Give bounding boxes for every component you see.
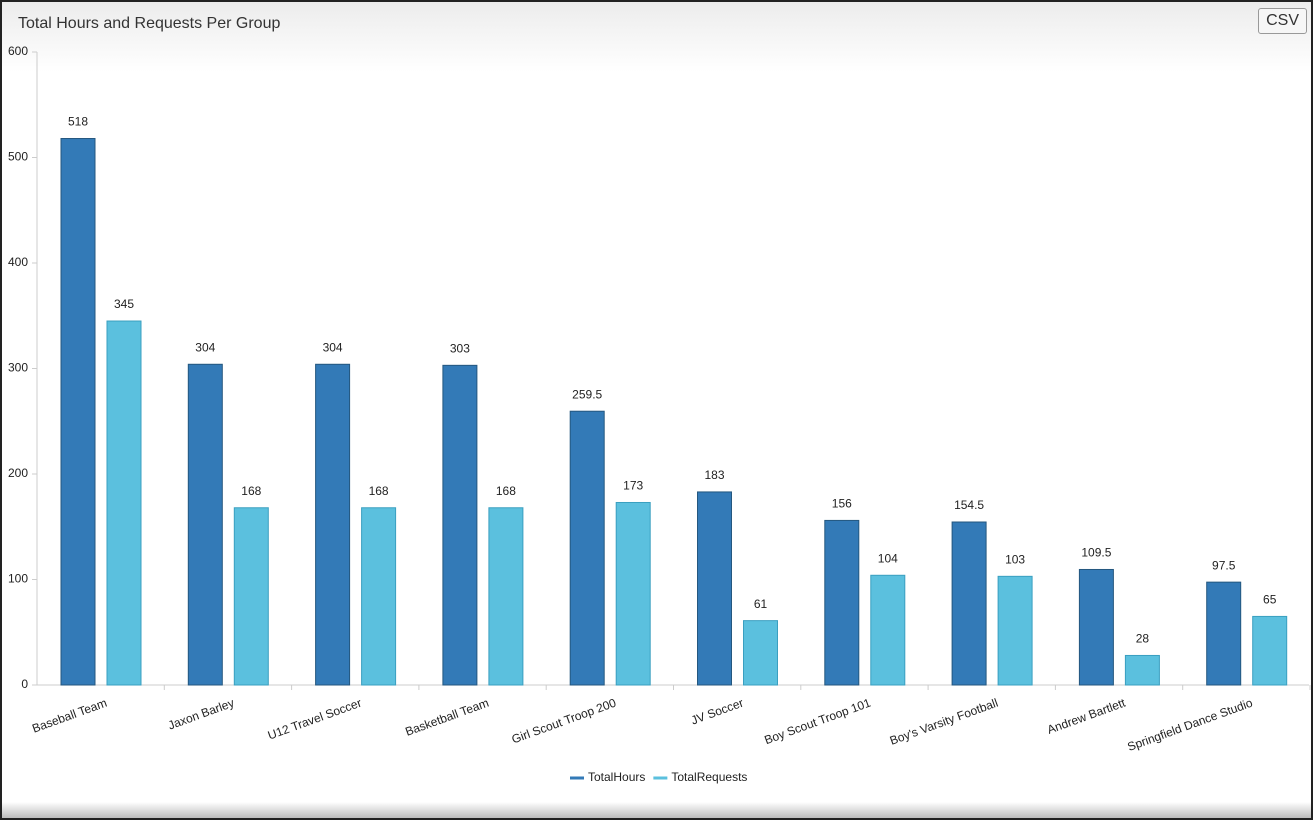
bar: [951, 521, 987, 686]
value-label: 518: [68, 115, 88, 129]
x-tick-label: Basketball Team: [403, 696, 490, 739]
bar: [361, 507, 397, 686]
panel-shade: [2, 2, 1311, 72]
chart-title: Total Hours and Requests Per Group: [18, 15, 280, 32]
value-label: 168: [241, 484, 261, 498]
value-label: 168: [369, 484, 389, 498]
y-tick-label: 200: [8, 466, 28, 480]
bar: [60, 138, 96, 686]
panel-shade: [2, 802, 1311, 818]
value-label: 168: [496, 484, 516, 498]
value-label: 304: [195, 340, 215, 354]
bar: [315, 363, 351, 686]
value-label: 61: [754, 597, 768, 611]
x-tick-label: Girl Scout Troop 200: [510, 696, 619, 747]
value-label: 304: [323, 340, 343, 354]
bar: [824, 519, 860, 686]
value-label: 154.5: [954, 498, 984, 512]
bar: [187, 363, 223, 686]
value-label: 103: [1005, 553, 1025, 567]
value-label: 303: [450, 342, 470, 356]
x-tick-label: U12 Travel Soccer: [266, 696, 364, 743]
x-tick-label: Boy Scout Troop 101: [762, 696, 872, 748]
bar: [615, 501, 651, 686]
csv-button[interactable]: CSV: [1258, 8, 1307, 34]
y-tick-label: 100: [8, 572, 28, 586]
value-label: 97.5: [1212, 558, 1236, 572]
bar: [1206, 581, 1242, 686]
y-tick-label: 400: [8, 255, 28, 269]
value-label: 65: [1263, 593, 1277, 607]
value-label: 345: [114, 297, 134, 311]
value-label: 173: [623, 479, 643, 493]
value-label: 28: [1136, 632, 1150, 646]
bar: [743, 620, 778, 686]
bar: [442, 364, 478, 686]
value-label: 259.5: [572, 387, 602, 401]
bar: [106, 320, 142, 686]
x-tick-label: Springfield Dance Studio: [1126, 696, 1255, 754]
y-tick-label: 0: [21, 677, 28, 691]
y-tick-label: 300: [8, 361, 28, 375]
value-label: 109.5: [1081, 546, 1111, 560]
x-tick-label: Boy's Varsity Football: [888, 696, 1000, 748]
bar: [997, 575, 1033, 686]
x-tick-label: JV Soccer: [689, 696, 745, 728]
x-tick-label: Andrew Bartlett: [1045, 695, 1128, 736]
bar: [697, 491, 732, 686]
bar: [1078, 568, 1114, 686]
y-tick-label: 500: [8, 150, 28, 164]
y-tick-label: 600: [8, 44, 28, 58]
value-label: 156: [832, 497, 852, 511]
x-tick-label: Baseball Team: [30, 696, 109, 736]
value-label: 104: [878, 551, 898, 565]
bar: [569, 410, 605, 686]
legend-label: TotalHours: [588, 770, 645, 784]
x-tick-label: Jaxon Barley: [166, 696, 236, 733]
bar: [233, 507, 269, 686]
bar: [870, 574, 906, 686]
bar: [1124, 654, 1160, 686]
bar: [488, 507, 524, 686]
legend-label: TotalRequests: [671, 770, 747, 784]
value-label: 183: [704, 468, 724, 482]
bar: [1252, 615, 1288, 686]
